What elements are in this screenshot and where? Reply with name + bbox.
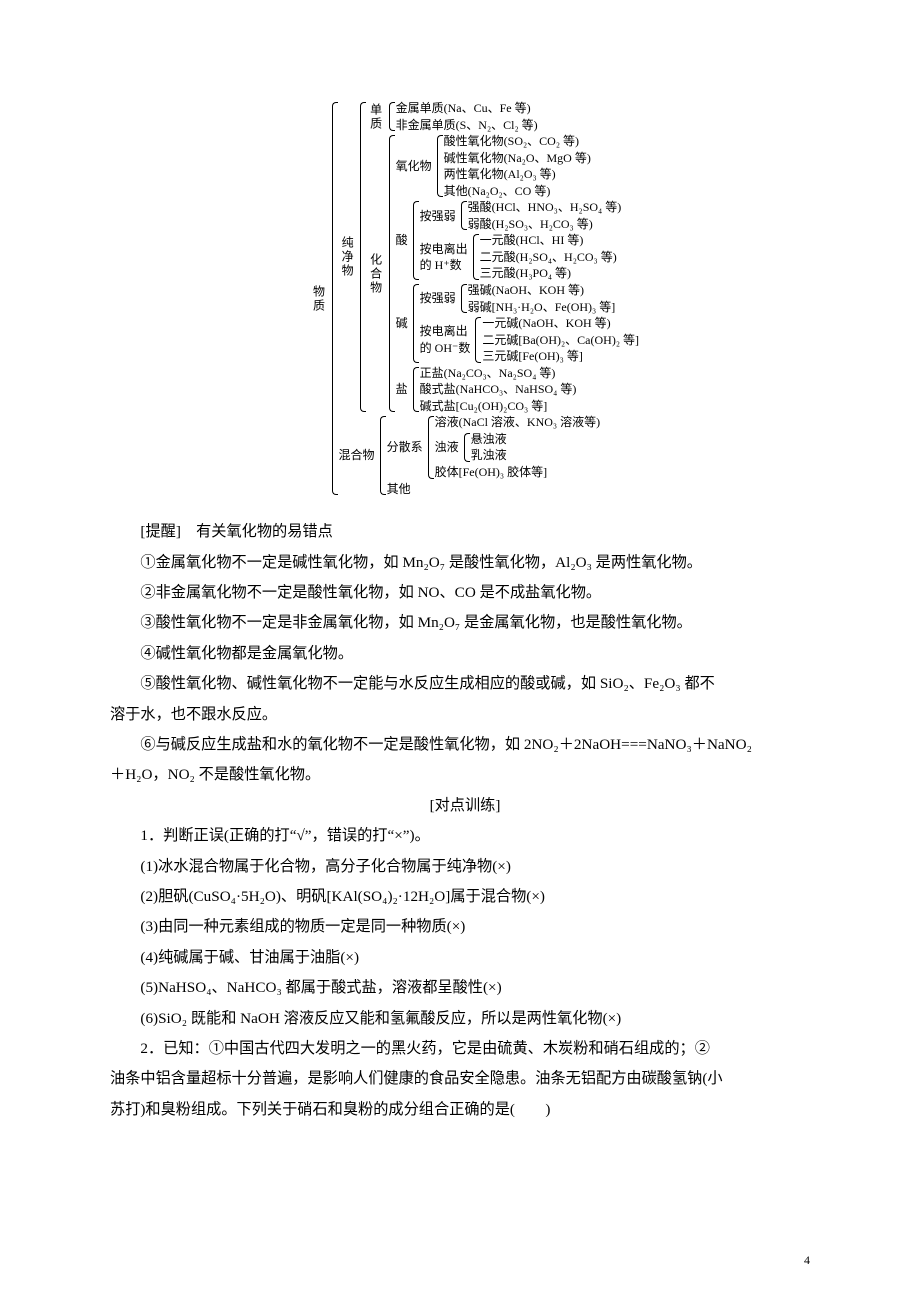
brace-icon <box>410 282 418 365</box>
tree-leaf: 正盐(Na₂CO₃、Na₂SO₄ 等) <box>420 365 577 382</box>
tree-leaf: 弱碱[NH₃·H₂O、Fe(OH)₃ 等] <box>468 299 616 316</box>
tree-label: 碱 <box>396 315 410 332</box>
tree-root-label: 物质 <box>310 285 329 313</box>
tree-label: 按强弱 <box>420 290 458 307</box>
classification-tree: 物质纯净物 单质金属单质(Na、Cu、Fe 等)非金属单质(S、N₂、Cl₂ 等)… <box>310 100 820 497</box>
brace-icon <box>329 100 337 497</box>
brace-icon <box>472 315 480 365</box>
document-page: 物质纯净物 单质金属单质(Na、Cu、Fe 等)非金属单质(S、N₂、Cl₂ 等)… <box>0 0 920 1302</box>
tree-leaf: 三元酸(H₃PO₄ 等) <box>480 265 617 282</box>
brace-icon <box>377 414 385 497</box>
body-text: [提醒] 有关氧化物的易错点 ①金属氧化物不一定是碱性氧化物，如 Mn₂O₇ 是… <box>110 517 820 1125</box>
tree-leaf: 溶液(NaCl 溶液、KNO₃ 溶液等) <box>435 414 601 431</box>
brace-icon <box>425 414 433 480</box>
tree-leaf: 碱式盐[Cu₂(OH)₂CO₃ 等] <box>420 398 577 415</box>
tree-leaf: 其他 <box>387 481 601 498</box>
reminder-item-3: ③酸性氧化物不一定是非金属氧化物，如 Mn₂O₇ 是金属氧化物，也是酸性氧化物。 <box>110 608 820 638</box>
reminder-item-4: ④碱性氧化物都是金属氧化物。 <box>110 639 820 669</box>
tree-leaf: 胶体[Fe(OH)₃ 胶体等] <box>435 464 601 481</box>
brace-icon <box>357 100 365 414</box>
tree-label: 氧化物 <box>396 158 434 175</box>
tree-leaf: 乳浊液 <box>471 447 507 464</box>
brace-icon <box>410 365 418 415</box>
tree-label: 混合物 <box>339 447 377 464</box>
q1-item-6: (6)SiO₂ 既能和 NaOH 溶液反应又能和氢氟酸反应，所以是两性氧化物(×… <box>110 1004 820 1034</box>
q1-item-4: (4)纯碱属于碱、甘油属于油脂(×) <box>110 943 820 973</box>
brace-icon <box>458 282 466 315</box>
tree-leaf: 二元酸(H₂SO₄、H₂CO₃ 等) <box>480 249 617 266</box>
reminder-title: [提醒] 有关氧化物的易错点 <box>110 517 820 547</box>
tree-label: 化合物 <box>367 253 386 295</box>
tree-label: 纯净物 <box>339 236 358 278</box>
tree-label: 分散系 <box>387 439 425 456</box>
tree-label: 单质 <box>367 103 386 131</box>
tree-leaf: 碱性氧化物(Na₂O、MgO 等) <box>444 150 591 167</box>
reminder-item-2: ②非金属氧化物不一定是酸性氧化物，如 NO、CO 是不成盐氧化物。 <box>110 578 820 608</box>
brace-icon <box>386 133 394 414</box>
q1-lead: 1．判断正误(正确的打“√”，错误的打“×”)。 <box>110 821 820 851</box>
reminder-item-6a: ⑥与碱反应生成盐和水的氧化物不一定是酸性氧化物，如 2NO₂＋2NaOH===N… <box>110 730 820 760</box>
brace-icon <box>461 431 469 464</box>
tree-label: 按电离出的 OH⁻数 <box>420 323 473 356</box>
tree-leaf: 酸性氧化物(SO₂、CO₂ 等) <box>444 133 591 150</box>
page-number: 4 <box>804 1248 810 1272</box>
tree-leaf: 二元碱[Ba(OH)₂、Ca(OH)₂ 等] <box>482 332 639 349</box>
tree-leaf: 一元酸(HCl、HI 等) <box>480 232 617 249</box>
reminder-item-1: ①金属氧化物不一定是碱性氧化物，如 Mn₂O₇ 是酸性氧化物，Al₂O₃ 是两性… <box>110 548 820 578</box>
tree-leaf: 强酸(HCl、HNO₃、H₂SO₄ 等) <box>468 199 622 216</box>
tree-label: 按电离出的 H⁺数 <box>420 241 470 274</box>
section-title: [对点训练] <box>110 791 820 821</box>
tree-leaf: 弱酸(H₂SO₃、H₂CO₃ 等) <box>468 216 622 233</box>
tree-leaf: 三元碱[Fe(OH)₃ 等] <box>482 348 639 365</box>
tree-label: 按强弱 <box>420 208 458 225</box>
tree-leaf: 一元碱(NaOH、KOH 等) <box>482 315 639 332</box>
tree-label: 酸 <box>396 232 410 249</box>
reminder-item-6b: ＋H₂O，NO₂ 不是酸性氧化物。 <box>110 760 820 790</box>
brace-icon <box>386 100 394 133</box>
q2-line-3: 苏打)和臭粉组成。下列关于硝石和臭粉的成分组合正确的是( ) <box>110 1095 820 1125</box>
q2-line-2: 油条中铝含量超标十分普遍，是影响人们健康的食品安全隐患。油条无铝配方由碳酸氢钠(… <box>110 1064 820 1094</box>
brace-icon <box>470 232 478 282</box>
tree-leaf: 悬浊液 <box>471 431 507 448</box>
tree-leaf: 酸式盐(NaHCO₃、NaHSO₄ 等) <box>420 381 577 398</box>
tree-label: 盐 <box>396 381 410 398</box>
tree-leaf: 两性氧化物(Al₂O₃ 等) <box>444 166 591 183</box>
tree-label: 浊液 <box>435 439 461 456</box>
q1-item-2: (2)胆矾(CuSO₄·5H₂O)、明矾[KAl(SO₄)₂·12H₂O]属于混… <box>110 882 820 912</box>
q2-line-1: 2．已知：①中国古代四大发明之一的黑火药，它是由硫黄、木炭粉和硝石组成的；② <box>110 1034 820 1064</box>
reminder-item-5a: ⑤酸性氧化物、碱性氧化物不一定能与水反应生成相应的酸或碱，如 SiO₂、Fe₂O… <box>110 669 820 699</box>
brace-icon <box>458 199 466 232</box>
tree-leaf: 其他(Na₂O₂、CO 等) <box>444 183 591 200</box>
q1-item-3: (3)由同一种元素组成的物质一定是同一种物质(×) <box>110 912 820 942</box>
tree-leaf: 强碱(NaOH、KOH 等) <box>468 282 616 299</box>
reminder-item-5b: 溶于水，也不跟水反应。 <box>110 700 820 730</box>
brace-icon <box>434 133 442 199</box>
tree-leaf: 金属单质(Na、Cu、Fe 等) <box>396 100 538 117</box>
tree-leaf: 非金属单质(S、N₂、Cl₂ 等) <box>396 117 538 134</box>
q1-item-5: (5)NaHSO₄、NaHCO₃ 都属于酸式盐，溶液都呈酸性(×) <box>110 973 820 1003</box>
tree-root: 物质纯净物 单质金属单质(Na、Cu、Fe 等)非金属单质(S、N₂、Cl₂ 等)… <box>310 100 820 497</box>
brace-icon <box>410 199 418 282</box>
q1-item-1: (1)冰水混合物属于化合物，高分子化合物属于纯净物(×) <box>110 852 820 882</box>
